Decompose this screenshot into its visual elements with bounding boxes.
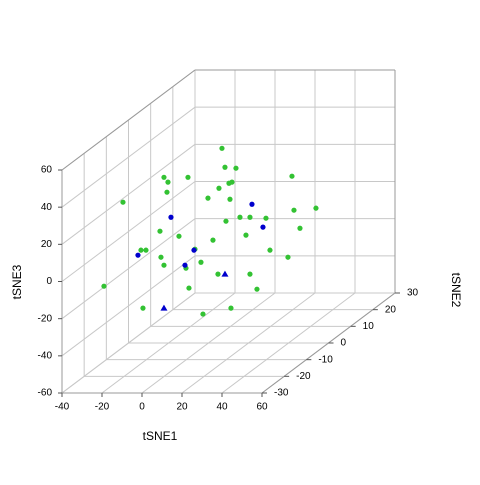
point xyxy=(228,305,234,311)
x-tick-label: 60 xyxy=(256,402,268,413)
point xyxy=(216,185,222,191)
point xyxy=(157,228,163,234)
y-tick-label: 20 xyxy=(385,304,397,315)
point xyxy=(205,195,211,201)
point xyxy=(243,232,249,238)
point xyxy=(313,205,319,211)
point xyxy=(221,270,229,277)
y-tick-label: 30 xyxy=(407,288,419,299)
y-tick-label: 0 xyxy=(341,338,347,349)
point xyxy=(254,286,260,292)
z-tick-label: -40 xyxy=(38,350,53,361)
point xyxy=(191,247,197,253)
point xyxy=(233,165,239,171)
y-tick-label: -10 xyxy=(318,354,333,365)
z-tick-label: 0 xyxy=(46,276,52,287)
point xyxy=(260,224,266,230)
point xyxy=(297,225,303,231)
point xyxy=(158,254,164,260)
point xyxy=(160,304,168,311)
grid-line xyxy=(61,106,196,208)
point xyxy=(226,180,232,186)
z-tick-label: 20 xyxy=(41,239,53,250)
point xyxy=(161,174,167,180)
grid-line xyxy=(61,143,196,245)
z-tick-label: 60 xyxy=(41,165,53,176)
point xyxy=(185,174,191,180)
point xyxy=(176,233,182,239)
box-edge xyxy=(61,69,196,171)
x-tick-label: 40 xyxy=(216,402,228,413)
point xyxy=(223,218,229,224)
z-axis-title: tSNE3 xyxy=(10,264,24,299)
x-tick-label: -20 xyxy=(95,402,110,413)
x-tick-label: 0 xyxy=(139,402,145,413)
point xyxy=(267,247,273,253)
grid-line xyxy=(61,218,196,320)
y-tick-label: -20 xyxy=(296,371,311,382)
z-tick-label: -60 xyxy=(38,388,53,399)
point xyxy=(198,259,204,265)
point xyxy=(165,179,171,185)
point xyxy=(289,173,295,179)
point xyxy=(263,215,269,221)
x-tick-label: 20 xyxy=(176,402,188,413)
point xyxy=(101,283,107,289)
point xyxy=(168,214,174,220)
point xyxy=(247,271,253,277)
y-axis-title: tSNE2 xyxy=(449,273,463,308)
point xyxy=(210,237,216,243)
point xyxy=(161,262,167,268)
point xyxy=(291,207,297,213)
z-tick-label: 40 xyxy=(41,202,53,213)
point xyxy=(237,214,243,220)
grid-line xyxy=(61,292,196,394)
point xyxy=(215,271,221,277)
point xyxy=(285,254,291,260)
point xyxy=(140,305,146,311)
point xyxy=(247,214,253,220)
point xyxy=(135,252,141,258)
point xyxy=(219,145,225,151)
x-axis-title: tSNE1 xyxy=(143,429,178,443)
grid-line xyxy=(61,181,196,282)
y-tick-label: 10 xyxy=(363,321,375,332)
point xyxy=(182,262,188,268)
point xyxy=(249,201,255,207)
y-tick-label: -30 xyxy=(274,388,289,399)
point xyxy=(186,285,192,291)
point xyxy=(120,199,126,205)
x-tick-label: -40 xyxy=(55,402,70,413)
point xyxy=(227,196,233,202)
point xyxy=(143,247,149,253)
point xyxy=(200,311,206,317)
grid-line xyxy=(61,255,196,357)
point xyxy=(222,164,228,170)
point xyxy=(138,247,144,253)
z-tick-label: -20 xyxy=(38,313,53,324)
point xyxy=(164,189,170,195)
